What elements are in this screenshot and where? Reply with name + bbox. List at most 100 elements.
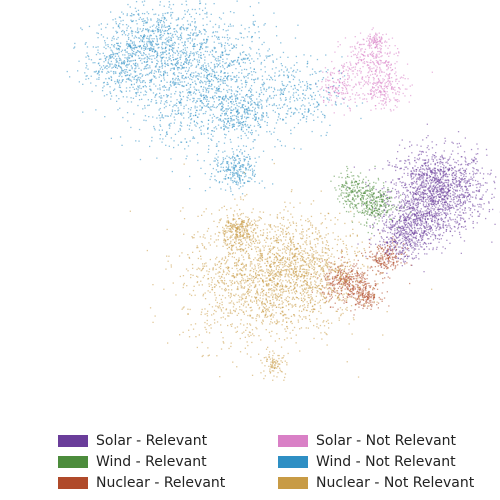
- data-point: [385, 221, 388, 223]
- data-point: [463, 196, 465, 198]
- data-point: [444, 181, 446, 183]
- data-point: [328, 287, 331, 289]
- data-point: [447, 185, 449, 187]
- data-point: [221, 64, 224, 67]
- data-point: [343, 302, 345, 304]
- data-point: [442, 157, 445, 159]
- data-point: [194, 58, 196, 60]
- data-point: [466, 197, 468, 199]
- data-point: [378, 259, 381, 261]
- data-point: [179, 50, 181, 53]
- data-point: [369, 286, 371, 289]
- data-point: [413, 257, 416, 259]
- data-point: [406, 208, 408, 211]
- data-point: [147, 67, 149, 69]
- data-point: [336, 97, 338, 99]
- data-point: [478, 189, 481, 191]
- data-point: [422, 191, 424, 194]
- data-point: [202, 66, 204, 68]
- data-point: [205, 81, 207, 83]
- data-point: [396, 101, 399, 103]
- data-point: [436, 200, 438, 203]
- data-point: [384, 230, 386, 232]
- data-point: [386, 211, 389, 213]
- data-point: [405, 237, 407, 240]
- data-point: [399, 239, 401, 241]
- data-point: [369, 301, 371, 303]
- data-point: [428, 200, 430, 202]
- data-point: [394, 256, 396, 258]
- data-point: [338, 80, 340, 82]
- data-point: [231, 72, 234, 74]
- data-point: [338, 195, 340, 197]
- data-point: [437, 201, 439, 203]
- data-point: [349, 63, 352, 65]
- data-point: [463, 212, 465, 214]
- data-point: [174, 93, 176, 95]
- data-point: [322, 99, 325, 102]
- data-point: [390, 182, 392, 184]
- data-point: [373, 41, 375, 44]
- data-point: [364, 296, 366, 298]
- data-point: [357, 175, 359, 177]
- data-point: [389, 200, 392, 203]
- data-point: [229, 11, 232, 13]
- data-point: [388, 221, 391, 223]
- data-point: [404, 198, 406, 200]
- data-point: [475, 197, 477, 200]
- data-point: [440, 160, 442, 163]
- data-point: [377, 40, 379, 43]
- data-point: [439, 168, 441, 170]
- data-point: [253, 60, 255, 62]
- data-point: [195, 65, 198, 67]
- data-point: [383, 98, 386, 100]
- data-point: [492, 208, 494, 211]
- data-point: [373, 295, 375, 298]
- data-point: [369, 33, 371, 35]
- data-point: [444, 198, 446, 200]
- data-point: [442, 174, 444, 177]
- data-point: [415, 231, 417, 234]
- data-point: [459, 219, 462, 221]
- data-point: [467, 192, 469, 194]
- data-point: [395, 92, 397, 94]
- data-point: [372, 292, 374, 294]
- data-point: [397, 190, 400, 192]
- data-point: [398, 100, 400, 102]
- data-point: [431, 198, 433, 200]
- data-point: [147, 104, 149, 107]
- data-point: [159, 134, 162, 136]
- data-point: [417, 191, 420, 193]
- data-point: [319, 88, 321, 91]
- data-point: [181, 3, 183, 5]
- data-point: [214, 35, 216, 37]
- data-point: [248, 72, 251, 75]
- data-point: [435, 173, 437, 175]
- data-point: [464, 220, 466, 222]
- data-point: [381, 258, 384, 260]
- data-point: [218, 42, 220, 44]
- data-point: [364, 51, 366, 53]
- data-point: [338, 294, 341, 296]
- data-point: [395, 99, 397, 102]
- data-point: [430, 230, 432, 232]
- data-point: [184, 70, 187, 72]
- data-point: [468, 217, 470, 220]
- data-point: [104, 116, 106, 118]
- data-point: [270, 97, 272, 99]
- data-point: [382, 195, 384, 197]
- data-point: [449, 164, 451, 166]
- data-point: [454, 214, 456, 216]
- data-point: [429, 176, 432, 178]
- data-point: [363, 284, 365, 286]
- data-point: [403, 193, 406, 196]
- data-point: [451, 204, 453, 206]
- data-point: [420, 186, 422, 188]
- data-point: [372, 61, 374, 63]
- data-point: [390, 191, 392, 193]
- data-point: [447, 162, 449, 165]
- data-point: [417, 209, 419, 212]
- data-point: [373, 92, 375, 94]
- data-point: [382, 256, 384, 258]
- data-point: [387, 80, 389, 82]
